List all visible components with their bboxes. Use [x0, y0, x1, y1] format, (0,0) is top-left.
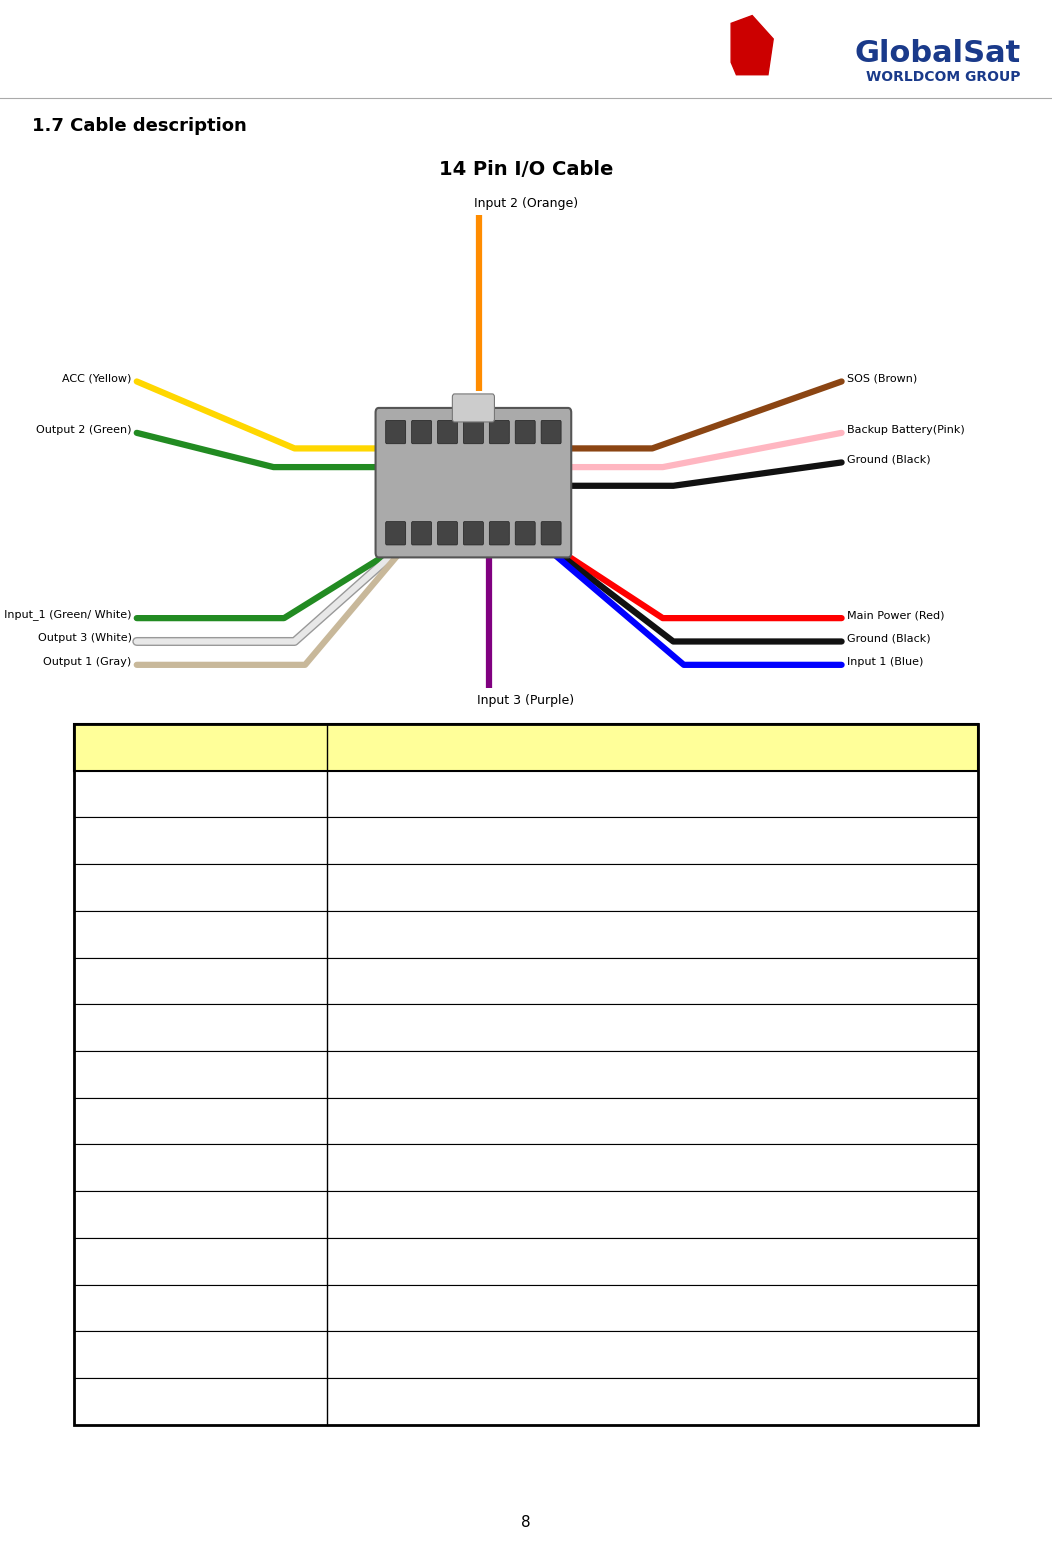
Bar: [74, 817, 978, 864]
Text: Ground: Ground: [343, 1395, 400, 1408]
Text: Digital Input 3: Digital Input 3: [343, 928, 454, 940]
Text: Digital Input 1: Digital Input 1: [343, 975, 456, 987]
Bar: [74, 1144, 978, 1191]
Text: Analog Input_1: Analog Input_1: [343, 788, 460, 800]
Bar: [74, 724, 978, 771]
Text: Description: Description: [343, 740, 441, 755]
Text: Main Power: Main Power: [343, 1068, 434, 1081]
Text: Green/ White: Green/ White: [89, 788, 181, 800]
Bar: [74, 771, 978, 817]
Text: (Positive Trigger): (Positive Trigger): [364, 1208, 485, 1221]
FancyBboxPatch shape: [515, 420, 535, 444]
Text: Black: Black: [89, 1395, 127, 1408]
FancyBboxPatch shape: [489, 522, 509, 545]
Text: Output 2 (Green): Output 2 (Green): [36, 425, 132, 434]
Text: ACC (Yellow): ACC (Yellow): [62, 374, 132, 383]
Text: Ground (Black): Ground (Black): [847, 634, 930, 643]
Text: Black: Black: [89, 1021, 127, 1034]
Text: Input 1 (Blue): Input 1 (Blue): [847, 657, 924, 666]
Text: Input 2 (Orange): Input 2 (Orange): [474, 198, 578, 210]
Text: Wire Color: Wire Color: [89, 740, 179, 755]
Text: (Negative Trigger): (Negative Trigger): [450, 1255, 581, 1267]
Text: Red: Red: [89, 1068, 116, 1081]
FancyBboxPatch shape: [463, 420, 484, 444]
Text: 1.7 Cable description: 1.7 Cable description: [32, 117, 246, 135]
Text: Ground: Ground: [343, 1021, 400, 1034]
Bar: [74, 864, 978, 911]
Text: 12V/24V Backup Battery: 12V/24V Backup Battery: [343, 1348, 534, 1361]
Text: ACC: ACC: [343, 1208, 375, 1221]
Bar: [74, 1238, 978, 1285]
Text: Brown: Brown: [89, 1302, 134, 1314]
Text: (Negative Trigger): (Negative Trigger): [458, 835, 587, 847]
Text: Input 3 (Purple): Input 3 (Purple): [478, 694, 574, 707]
FancyBboxPatch shape: [452, 394, 494, 422]
Text: Ground (Black): Ground (Black): [847, 455, 930, 464]
FancyBboxPatch shape: [386, 420, 406, 444]
Text: White: White: [89, 835, 129, 847]
Text: WORLDCOM GROUP: WORLDCOM GROUP: [866, 70, 1020, 84]
Text: Gray: Gray: [89, 881, 123, 894]
Text: (Negative Trigger): (Negative Trigger): [364, 1302, 494, 1314]
Text: Output 3 (White): Output 3 (White): [38, 634, 132, 643]
Bar: [74, 1098, 978, 1144]
Polygon shape: [731, 16, 773, 75]
FancyBboxPatch shape: [463, 522, 484, 545]
Text: Output 1 (Gray): Output 1 (Gray): [43, 657, 132, 666]
FancyBboxPatch shape: [438, 420, 458, 444]
Text: Digital Input 2: Digital Input 2: [343, 1255, 456, 1267]
Text: SOS: SOS: [343, 1302, 375, 1314]
Text: Yellow: Yellow: [89, 1208, 133, 1221]
Bar: [74, 1331, 978, 1378]
Text: GlobalSat: GlobalSat: [854, 39, 1020, 69]
FancyBboxPatch shape: [386, 522, 406, 545]
Text: (Negative Trigger): (Negative Trigger): [450, 975, 581, 987]
Text: Main Power (Red): Main Power (Red): [847, 610, 945, 620]
Bar: [74, 1285, 978, 1331]
Text: (Positive Trigger): (Positive Trigger): [450, 928, 571, 940]
Text: SOS (Brown): SOS (Brown): [847, 374, 917, 383]
Bar: [74, 724, 978, 1425]
Text: Blue: Blue: [89, 975, 120, 987]
Text: X: X: [89, 1115, 99, 1127]
FancyBboxPatch shape: [489, 420, 509, 444]
Text: Orange: Orange: [89, 1255, 141, 1267]
FancyBboxPatch shape: [541, 420, 561, 444]
Text: Purple: Purple: [89, 928, 134, 940]
FancyBboxPatch shape: [438, 522, 458, 545]
FancyBboxPatch shape: [376, 408, 571, 557]
Text: Analog Input_1 (Green/ White): Analog Input_1 (Green/ White): [0, 609, 132, 621]
Text: 14 Pin I/O Cable: 14 Pin I/O Cable: [439, 160, 613, 179]
Text: (Negative Trigger): (Negative Trigger): [458, 881, 587, 894]
Text: Digital Output 2: Digital Output 2: [343, 1162, 468, 1174]
Text: Backup Battery(Pink): Backup Battery(Pink): [847, 425, 965, 434]
Bar: [74, 1051, 978, 1098]
FancyBboxPatch shape: [411, 420, 431, 444]
Text: (Negative Trigger): (Negative Trigger): [458, 1162, 587, 1174]
Text: Green: Green: [89, 1162, 132, 1174]
FancyBboxPatch shape: [515, 522, 535, 545]
FancyBboxPatch shape: [411, 522, 431, 545]
FancyBboxPatch shape: [541, 522, 561, 545]
Text: Digital Output 3: Digital Output 3: [343, 835, 468, 847]
Bar: [74, 958, 978, 1004]
Text: Digital Output 1: Digital Output 1: [343, 881, 468, 894]
Bar: [74, 1191, 978, 1238]
Bar: [74, 911, 978, 958]
Text: Pink: Pink: [89, 1348, 118, 1361]
Bar: [74, 1004, 978, 1051]
Bar: [74, 1378, 978, 1425]
Text: 8: 8: [521, 1515, 531, 1531]
